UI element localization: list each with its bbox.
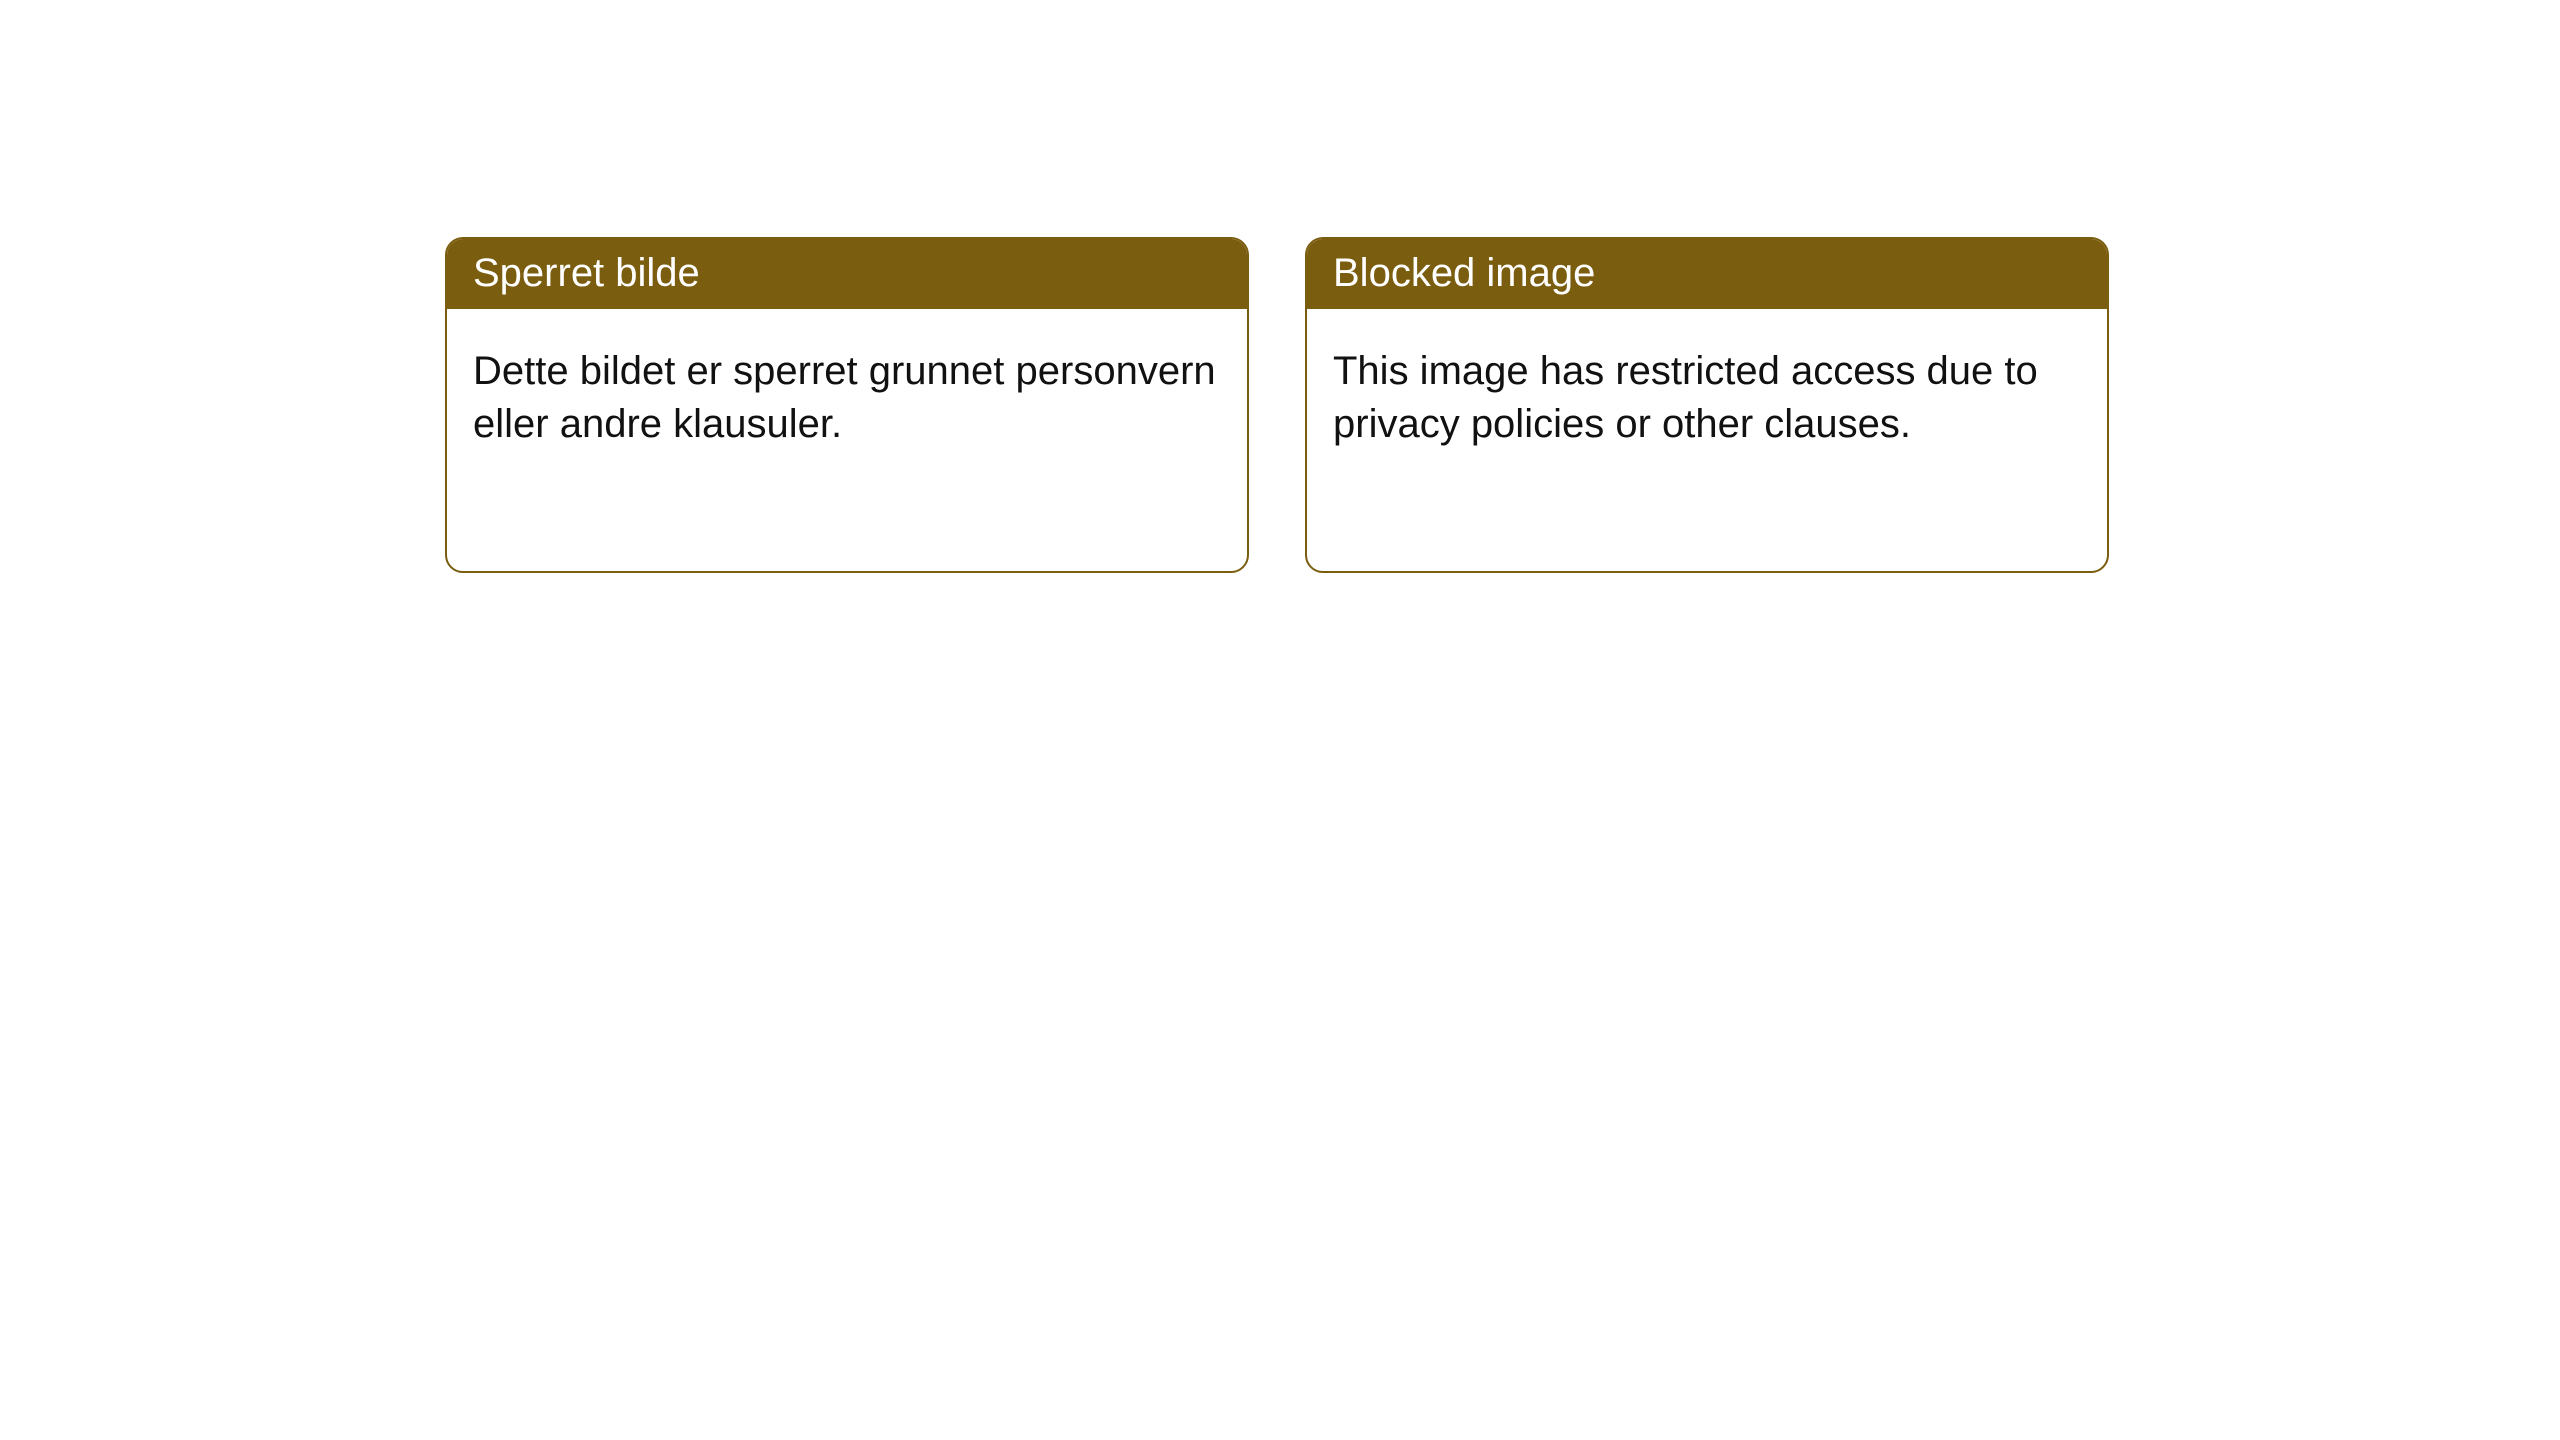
notice-header-right: Blocked image (1307, 239, 2107, 309)
notice-body-right: This image has restricted access due to … (1307, 309, 2107, 487)
notice-container: Sperret bilde Dette bildet er sperret gr… (0, 0, 2560, 573)
notice-body-left: Dette bildet er sperret grunnet personve… (447, 309, 1247, 487)
notice-card-left: Sperret bilde Dette bildet er sperret gr… (445, 237, 1249, 573)
notice-card-right: Blocked image This image has restricted … (1305, 237, 2109, 573)
notice-header-left: Sperret bilde (447, 239, 1247, 309)
